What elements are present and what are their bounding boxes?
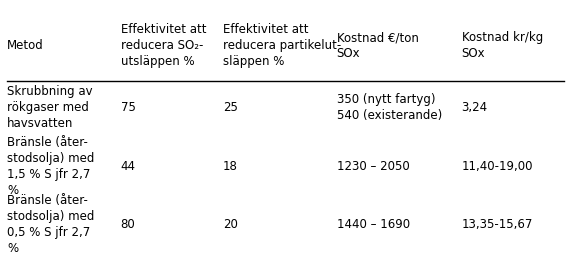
- Text: 25: 25: [223, 102, 238, 115]
- Text: Effektivitet att
reducera partikelut-
släppen %: Effektivitet att reducera partikelut- sl…: [223, 23, 341, 68]
- Text: 44: 44: [120, 160, 136, 173]
- Text: 75: 75: [120, 102, 135, 115]
- Text: 1230 – 2050: 1230 – 2050: [337, 160, 409, 173]
- Text: Effektivitet att
reducera SO₂-
utsläppen %: Effektivitet att reducera SO₂- utsläppen…: [120, 23, 206, 68]
- Text: 350 (nytt fartyg)
540 (existerande): 350 (nytt fartyg) 540 (existerande): [337, 93, 442, 122]
- Text: Bränsle (åter-
stodsolja) med
1,5 % S jfr 2,7
%: Bränsle (åter- stodsolja) med 1,5 % S jf…: [7, 136, 94, 197]
- Text: 18: 18: [223, 160, 238, 173]
- Text: 11,40-19,00: 11,40-19,00: [461, 160, 533, 173]
- Text: 20: 20: [223, 218, 238, 231]
- Text: Metod: Metod: [7, 39, 44, 52]
- Text: 13,35-15,67: 13,35-15,67: [461, 218, 533, 231]
- Text: 80: 80: [120, 218, 135, 231]
- Text: Skrubbning av
rökgaser med
havsvatten: Skrubbning av rökgaser med havsvatten: [7, 85, 93, 130]
- Text: 3,24: 3,24: [461, 102, 488, 115]
- Text: Bränsle (åter-
stodsolja) med
0,5 % S jfr 2,7
%: Bränsle (åter- stodsolja) med 0,5 % S jf…: [7, 194, 94, 255]
- Text: Kostnad kr/kg
SOx: Kostnad kr/kg SOx: [461, 32, 543, 61]
- Text: 1440 – 1690: 1440 – 1690: [337, 218, 410, 231]
- Text: Kostnad €/ton
SOx: Kostnad €/ton SOx: [337, 32, 419, 61]
